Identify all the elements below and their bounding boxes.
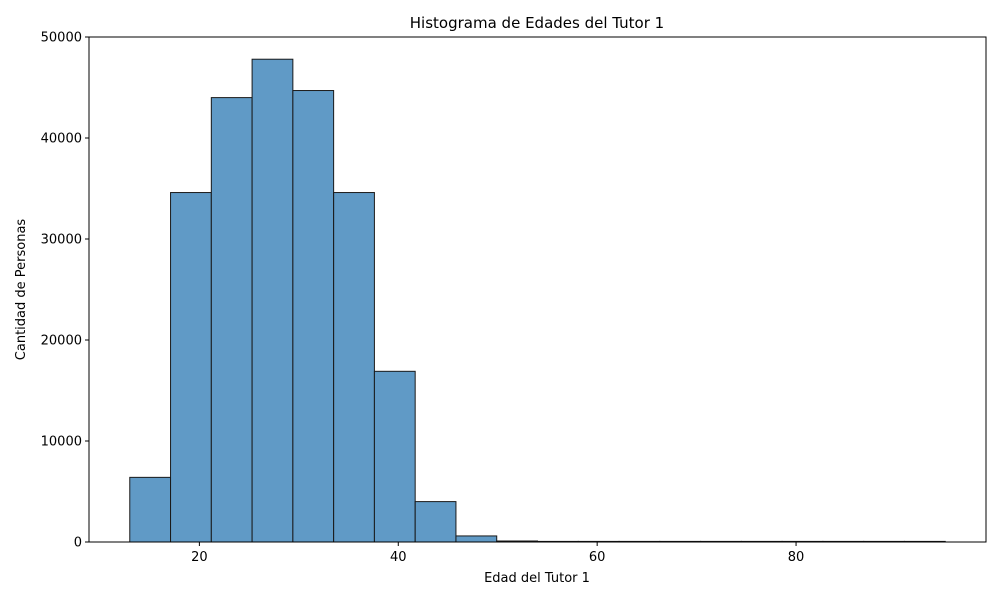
y-tick-label: 20000 — [41, 334, 82, 349]
y-tick-label: 40000 — [41, 132, 82, 147]
y-tick-label: 10000 — [41, 435, 82, 450]
x-tick-label: 80 — [788, 550, 805, 565]
histogram-bar — [373, 370, 416, 543]
histogram-bar — [129, 476, 172, 543]
histogram-bar — [414, 501, 457, 543]
histogram-bar — [210, 97, 253, 543]
x-tick-label: 40 — [390, 550, 407, 565]
y-tick-label: 50000 — [41, 31, 82, 46]
y-axis-label: Cantidad de Personas — [14, 219, 29, 361]
histogram-bar — [170, 192, 212, 543]
y-axis: 0 10000 20000 30000 40000 50000 — [41, 31, 89, 551]
plot-frame — [88, 36, 987, 543]
histogram-bars — [129, 58, 946, 543]
chart-title: Histograma de Edades del Tutor 1 — [410, 14, 664, 32]
histogram-bar — [333, 192, 375, 543]
histogram-bar — [455, 535, 498, 543]
y-tick-label: 0 — [74, 536, 82, 551]
histogram-bar — [292, 90, 335, 543]
x-tick-label: 20 — [191, 550, 208, 565]
y-tick-label: 30000 — [41, 233, 82, 248]
x-tick-label: 60 — [589, 550, 606, 565]
x-axis: 20 40 60 80 — [191, 542, 804, 565]
histogram-bar — [251, 58, 294, 543]
x-axis-label: Edad del Tutor 1 — [484, 571, 590, 586]
